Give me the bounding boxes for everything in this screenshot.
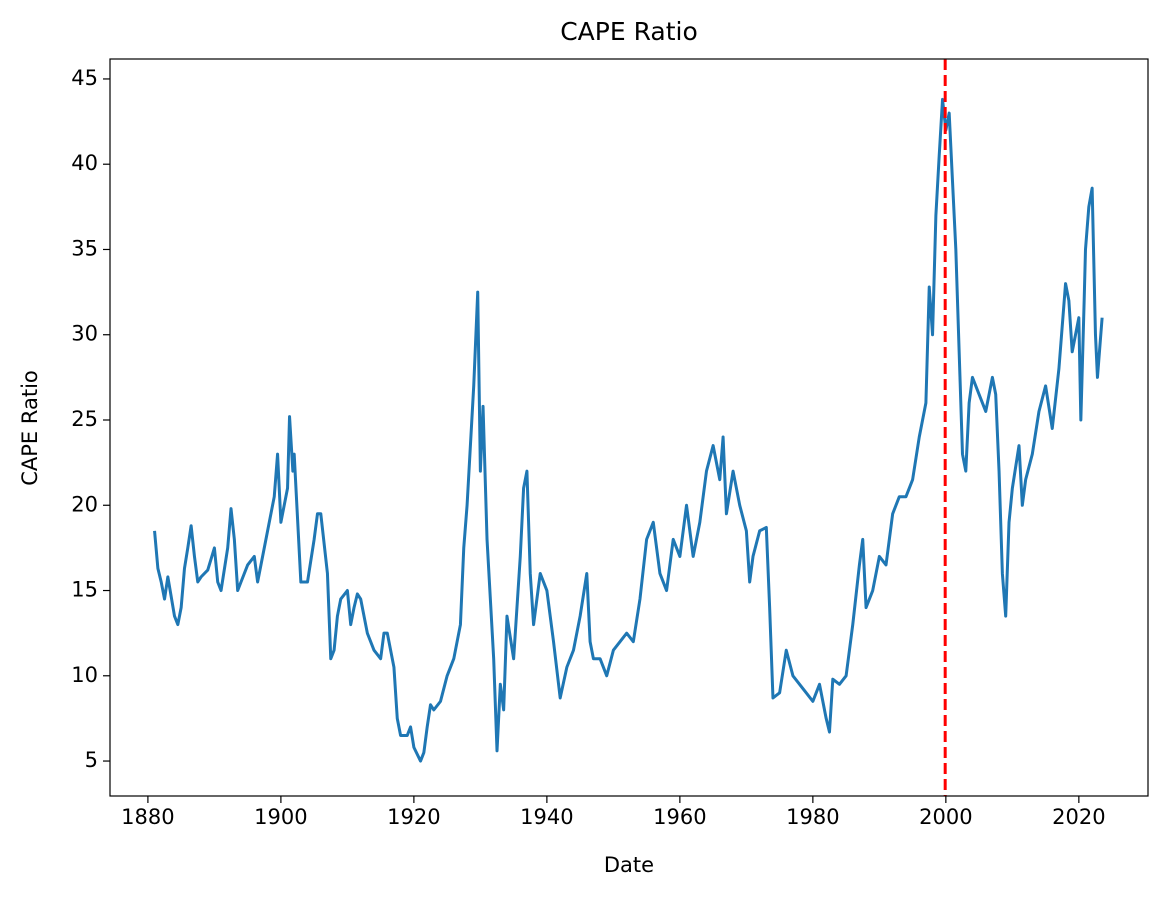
x-tick-label: 1880 [121, 805, 174, 829]
x-axis-label: Date [604, 853, 654, 877]
y-tick-label: 5 [85, 748, 98, 772]
y-tick-label: 45 [71, 66, 98, 90]
x-tick-label: 2020 [1052, 805, 1105, 829]
x-tick-label: 2000 [919, 805, 972, 829]
x-tick-label: 1940 [520, 805, 573, 829]
y-tick-label: 40 [71, 151, 98, 175]
y-axis-label: CAPE Ratio [18, 370, 42, 486]
y-tick-label: 25 [71, 407, 98, 431]
y-tick-label: 20 [71, 492, 98, 516]
x-tick-label: 1960 [653, 805, 706, 829]
plot-frame [109, 58, 1149, 797]
y-tick-label: 30 [71, 322, 98, 346]
x-tick-label: 1920 [387, 805, 440, 829]
chart-title: CAPE Ratio [560, 17, 698, 46]
data-line [153, 97, 1104, 763]
y-tick-label: 10 [71, 663, 98, 687]
y-tick-label: 35 [71, 236, 98, 260]
x-tick-label: 1900 [254, 805, 307, 829]
x-tick-label: 1980 [786, 805, 839, 829]
y-tick-label: 15 [71, 578, 98, 602]
